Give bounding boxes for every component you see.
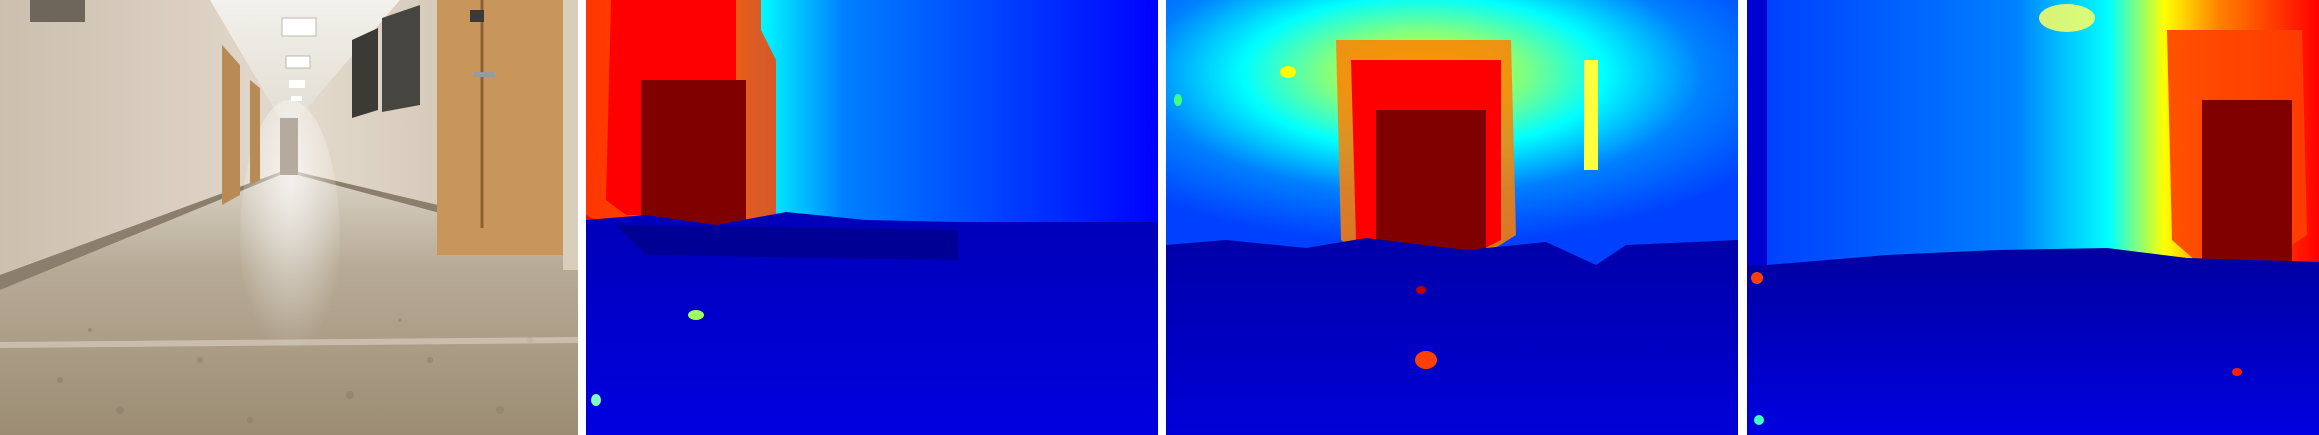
depth-map-2: [1166, 0, 1738, 435]
corridor-end: [280, 118, 298, 175]
depth-artifact: [1584, 60, 1598, 170]
hallway-photo: [0, 0, 578, 435]
ceiling-light: [291, 96, 302, 101]
left-door: [250, 80, 260, 185]
depth-artifact: [2039, 4, 2095, 32]
depth-map-icon: [1747, 0, 2319, 435]
hallway-photo-icon: [0, 0, 578, 435]
right-window: [382, 5, 420, 112]
depth-artifact: [591, 394, 601, 406]
depth-floor-shadow: [616, 225, 958, 260]
door-frame: [563, 0, 578, 270]
ceiling-light: [289, 80, 305, 88]
depth-door-core: [1376, 110, 1486, 260]
depth-floor: [1747, 248, 2319, 435]
ceiling-light: [282, 18, 316, 36]
picture-frame: [30, 0, 85, 22]
door-sign: [470, 10, 484, 22]
right-window: [352, 28, 378, 118]
depth-map-3: [1747, 0, 2319, 435]
left-door: [222, 45, 240, 205]
depth-map-1: [586, 0, 1158, 435]
depth-artifact: [1174, 94, 1182, 106]
depth-door-core: [641, 80, 746, 230]
depth-artifact: [1754, 415, 1764, 425]
wooden-door: [437, 0, 565, 255]
depth-door-core: [2202, 100, 2292, 262]
ceiling-light: [286, 56, 310, 68]
depth-artifact: [688, 310, 704, 320]
depth-artifact: [1280, 66, 1296, 78]
depth-map-icon: [586, 0, 1158, 435]
depth-artifact: [1416, 286, 1426, 294]
depth-map-icon: [1166, 0, 1738, 435]
depth-floor: [1166, 238, 1738, 435]
depth-artifact: [1751, 272, 1763, 284]
door-handle: [473, 72, 495, 77]
depth-artifact: [1415, 351, 1437, 369]
depth-artifact: [2232, 368, 2242, 376]
